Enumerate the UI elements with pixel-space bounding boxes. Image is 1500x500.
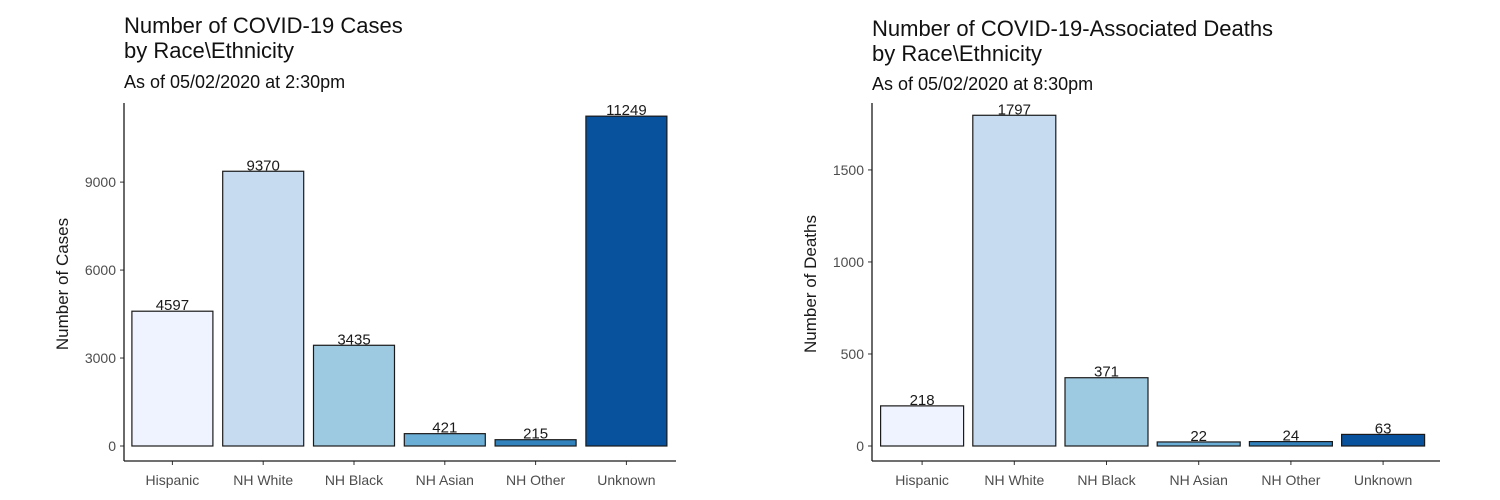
cases-bar-nh-black xyxy=(312,344,396,447)
deaths-bar-unknown xyxy=(1340,433,1426,447)
deaths-bar-value-label: 371 xyxy=(1094,364,1119,381)
cases-chart-title-line2: by Race\Ethnicity xyxy=(124,38,294,63)
deaths-bar-chart: 0 500 1000 1500 218 Hispanic 1797 NH White 371 NH… xyxy=(801,101,1440,488)
deaths-chart-title-line2: by Race\Ethnicity xyxy=(872,41,1042,66)
deaths-bar-value-label: 22 xyxy=(1190,428,1207,445)
cases-chart-subtitle: As of 05/02/2020 at 2:30pm xyxy=(124,72,346,92)
cases-bar-nh-other xyxy=(494,439,577,447)
deaths-chart-title-line1: Number of COVID-19-Associated Deaths xyxy=(872,16,1274,41)
cases-y-axis-title: Number of Cases xyxy=(53,218,72,350)
cases-x-tick-label: NH Black xyxy=(325,472,384,488)
deaths-bar-nh-other xyxy=(1248,440,1333,447)
cases-x-tick-label: NH Other xyxy=(506,472,565,488)
cases-chart-panel: Number of COVID-19 Cases by Race\Ethnici… xyxy=(0,0,740,500)
deaths-x-tick-label: NH Other xyxy=(1261,472,1320,488)
cases-bar-value-label: 421 xyxy=(432,420,457,437)
cases-bar-chart: 0 3000 6000 9000 4597 Hispanic 9370 NH White 343… xyxy=(53,102,676,488)
cases-bar-value-label: 9370 xyxy=(247,157,280,174)
cases-bar-unknown xyxy=(585,115,668,447)
cases-bar-value-label: 11249 xyxy=(606,102,647,119)
deaths-bar-nh-black xyxy=(1064,377,1149,447)
deaths-bar-value-label: 1797 xyxy=(998,101,1031,118)
cases-chart-title-line1: Number of COVID-19 Cases xyxy=(124,13,403,38)
deaths-x-tick-label: NH Asian xyxy=(1170,472,1228,488)
cases-x-tick-label: NH White xyxy=(233,472,293,488)
deaths-bar-nh-asian xyxy=(1156,441,1241,447)
deaths-bar-value-label: 63 xyxy=(1375,420,1392,437)
deaths-x-tick-label: Unknown xyxy=(1354,472,1412,488)
deaths-y-tick-label: 1000 xyxy=(833,254,864,270)
cases-bar-hispanic xyxy=(131,310,214,447)
cases-bar-nh-asian xyxy=(403,433,486,447)
deaths-x-tick-label: NH Black xyxy=(1077,472,1136,488)
deaths-chart-subtitle: As of 05/02/2020 at 8:30pm xyxy=(872,74,1094,94)
deaths-bar-hispanic xyxy=(880,405,965,447)
cases-x-tick-label: Hispanic xyxy=(146,472,200,488)
cases-bar-value-label: 3435 xyxy=(337,331,370,348)
cases-bar-value-label: 4597 xyxy=(156,297,189,314)
deaths-y-tick-label: 500 xyxy=(841,346,865,362)
deaths-chart-panel: Number of COVID-19-Associated Deaths by … xyxy=(750,0,1500,500)
cases-x-tick-label: NH Asian xyxy=(416,472,474,488)
cases-bar-nh-white xyxy=(222,170,305,447)
cases-bar-value-label: 215 xyxy=(523,426,548,443)
deaths-bar-value-label: 218 xyxy=(910,392,935,409)
cases-y-tick-label: 6000 xyxy=(85,262,116,278)
cases-x-tick-label: Unknown xyxy=(597,472,655,488)
deaths-y-tick-label: 1500 xyxy=(833,162,864,178)
deaths-y-axis-title: Number of Deaths xyxy=(801,215,820,353)
deaths-x-tick-label: NH White xyxy=(984,472,1044,488)
deaths-y-tick-label: 0 xyxy=(856,438,864,454)
deaths-x-tick-label: Hispanic xyxy=(895,472,949,488)
deaths-bar-nh-white xyxy=(972,114,1057,447)
cases-y-tick-label: 0 xyxy=(108,438,116,454)
cases-y-tick-label: 3000 xyxy=(85,350,116,366)
deaths-bar-value-label: 24 xyxy=(1283,428,1300,445)
cases-y-tick-label: 9000 xyxy=(85,174,116,190)
